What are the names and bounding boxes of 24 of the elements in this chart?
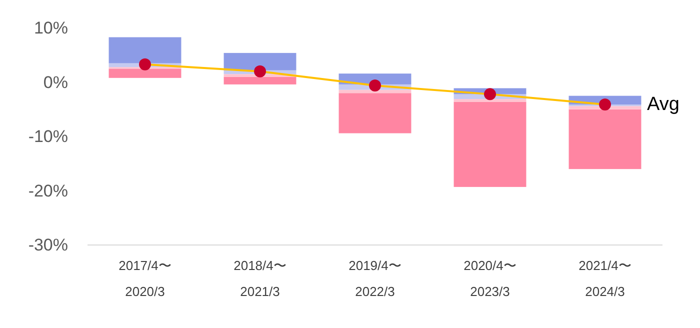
bar xyxy=(338,93,412,134)
point xyxy=(254,65,266,78)
bar xyxy=(108,68,182,78)
y-tick-label: -30% xyxy=(28,236,68,254)
x-tick-label: 2018/4〜 2021/3 xyxy=(234,258,286,299)
bar xyxy=(224,52,296,70)
y-tick-label: 10% xyxy=(34,18,68,38)
point xyxy=(599,98,611,110)
bar xyxy=(108,37,182,64)
y-tick-label: 0% xyxy=(43,72,68,92)
x-tick-label: 2019/4〜 2022/3 xyxy=(348,258,402,299)
x-tick-label: 2020/4〜 2023/3 xyxy=(464,258,516,299)
bar xyxy=(454,99,526,102)
point xyxy=(369,80,381,92)
y-tick-label: -10% xyxy=(28,127,68,146)
text: Avg xyxy=(647,94,680,115)
y-tick-label: -20% xyxy=(28,181,68,200)
bar xyxy=(224,76,296,84)
point xyxy=(139,58,151,70)
x-tick-label: 2021/4〜 2024/3 xyxy=(578,258,632,299)
x-tick-label: 2017/4〜 2020/3 xyxy=(118,258,172,299)
point xyxy=(484,88,496,100)
bar xyxy=(454,102,526,187)
bar xyxy=(568,109,642,170)
